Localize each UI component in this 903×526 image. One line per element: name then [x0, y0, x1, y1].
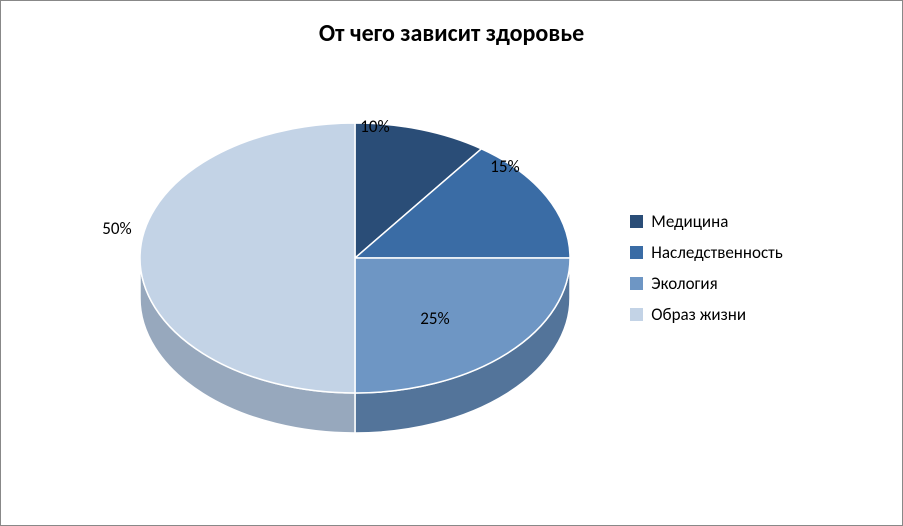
legend-item-1: Наследственность — [630, 242, 782, 263]
legend-swatch — [630, 246, 643, 259]
legend-label: Образ жизни — [651, 304, 746, 325]
slice-label-2: 25% — [420, 308, 449, 329]
chart-title: От чего зависит здоровье — [1, 19, 902, 48]
legend-swatch — [630, 308, 643, 321]
pie-svg — [120, 78, 590, 458]
legend-item-0: Медицина — [630, 211, 782, 232]
slice-label-1: 15% — [490, 156, 519, 177]
legend-swatch — [630, 277, 643, 290]
pie-chart: 10%15%25%50% — [120, 78, 590, 458]
legend: Медицина Наследственность Экология Образ жи… — [630, 201, 782, 335]
slice-label-0: 10% — [360, 116, 389, 137]
legend-swatch — [630, 215, 643, 228]
slice-label-3: 50% — [102, 218, 131, 239]
chart-body: 10% 15% 25% 50% Медицина Наследственность Эко… — [1, 48, 902, 488]
legend-label: Наследственность — [651, 242, 782, 263]
legend-label: Медицина — [651, 211, 728, 232]
legend-label: Экология — [651, 273, 717, 294]
legend-item-2: Экология — [630, 273, 782, 294]
chart-container: От чего зависит здоровье 10% 15% 25% 50% Ме… — [0, 0, 903, 526]
legend-item-3: Образ жизни — [630, 304, 782, 325]
